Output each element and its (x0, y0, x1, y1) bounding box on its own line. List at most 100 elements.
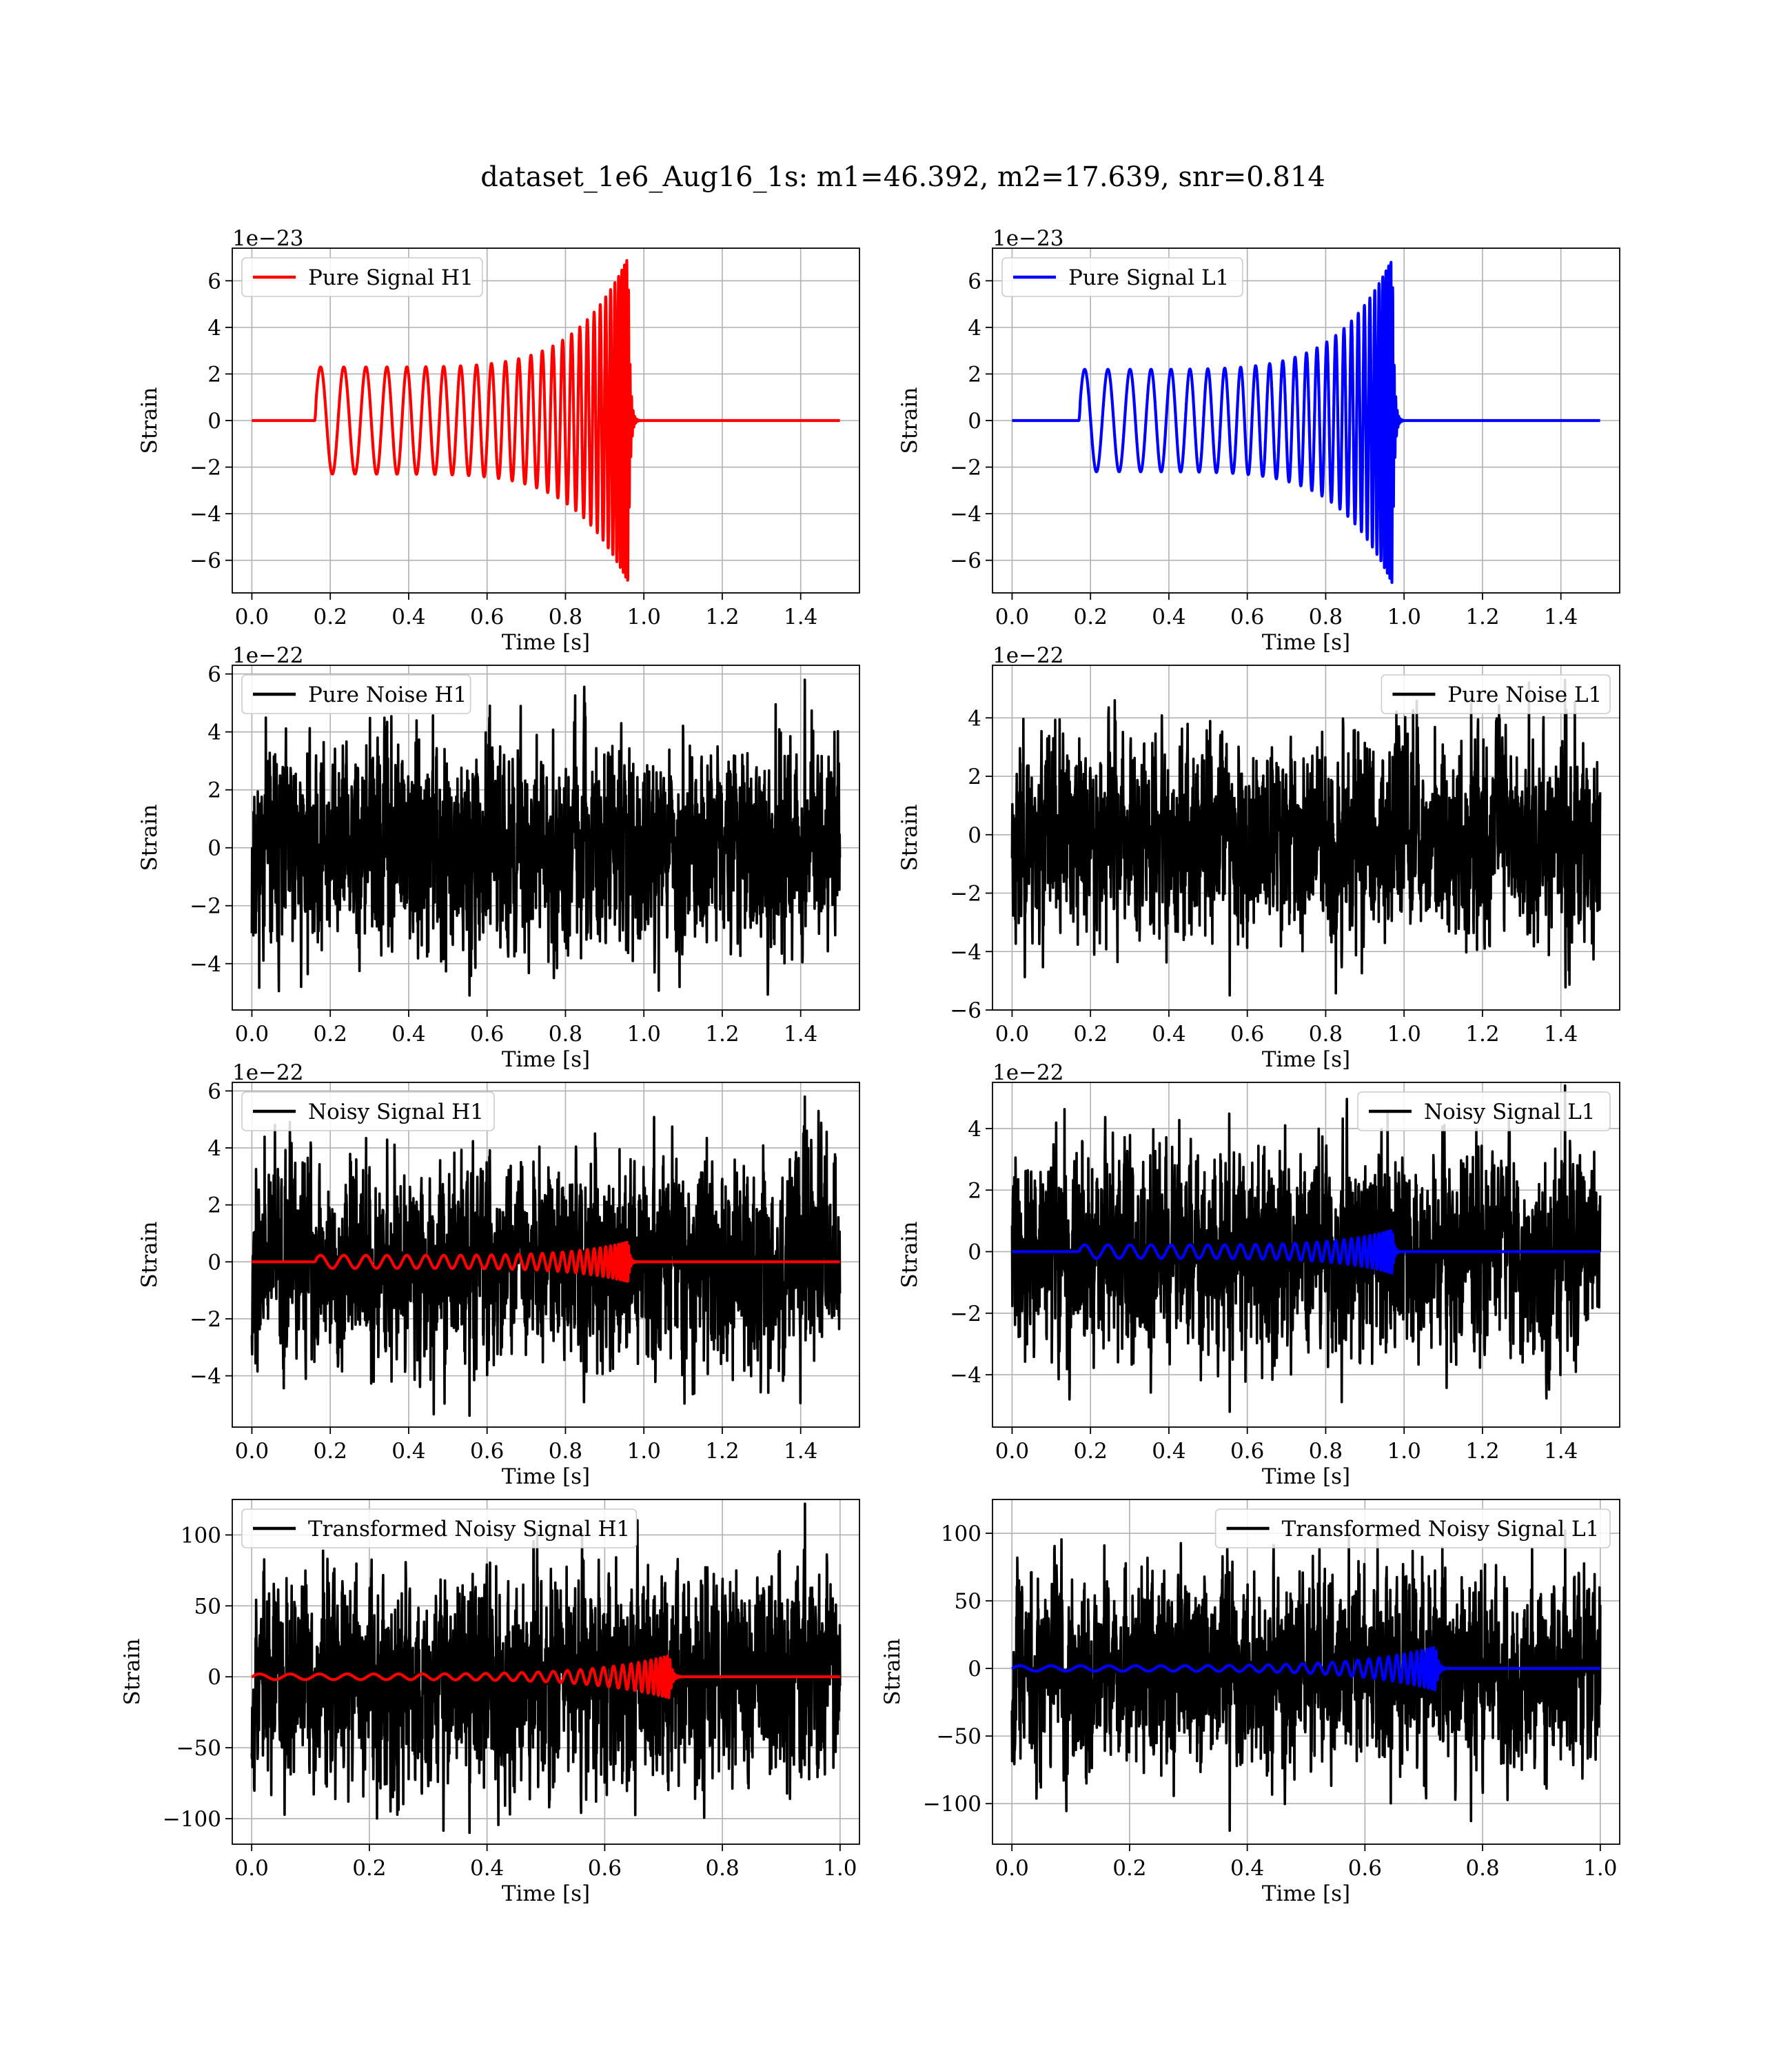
y-tick-label: 4 (968, 316, 981, 341)
legend: Transformed Noisy Signal L1 (1214, 1508, 1611, 1548)
x-tick-label: 0.8 (705, 1856, 739, 1881)
x-tick-label: 0.2 (314, 605, 347, 629)
plot-area (250, 1502, 842, 1835)
subplot-8: 0.0 0.2 0.4 0.6 0.8 1.0 −100 −50 0 50 100 Time [s] S… (880, 1499, 1620, 1906)
x-tick-label: 0.4 (391, 1439, 425, 1464)
y-tick-label: 4 (968, 706, 981, 731)
y-tick-label: 0 (207, 1665, 221, 1690)
series-line-pure-signal-h1 (250, 259, 842, 582)
x-tick-label: 0.6 (1230, 1439, 1264, 1464)
x-tick-label: 1.2 (705, 1439, 739, 1464)
x-tick-label: 0.2 (1074, 1022, 1108, 1047)
x-tick-label: 0.2 (352, 1856, 386, 1881)
y-tick-label: 0 (968, 1657, 981, 1681)
subplot-4: 0.0 0.2 0.4 0.6 0.8 1.0 1.2 1.4 −6 −4 −2 0 2 4 Time [s… (897, 643, 1620, 1072)
series-line-transformed-noisy-signal-h1 (250, 1502, 842, 1835)
x-tick-label: 1.4 (1544, 1022, 1578, 1047)
legend-entry: Pure Noise H1 (308, 683, 467, 707)
y-tick-label: 6 (207, 663, 221, 687)
legend: Noisy Signal L1 (1357, 1091, 1611, 1131)
subplot-5: 0.0 0.2 0.4 0.6 0.8 1.0 1.2 1.4 −4 −2 0 2 4 6 Time [s]… (137, 1060, 860, 1489)
legend-entry: Transformed Noisy Signal H1 (308, 1517, 630, 1542)
y-axis-label: Strain (120, 1639, 145, 1706)
axes-frame (992, 1082, 1620, 1428)
series-line-pure-signal-l1 (1010, 261, 1602, 584)
x-tick-label: 1.2 (1465, 1022, 1499, 1047)
y-tick-label: 4 (968, 1117, 981, 1142)
subplot-1: 0.0 0.2 0.4 0.6 0.8 1.0 1.2 1.4 −6 −4 −2 0 2 4 6 Time [… (137, 226, 860, 655)
x-axis-label: Time [s] (502, 1881, 590, 1906)
series-line-signal-overlay (250, 1655, 842, 1699)
y-tick-label: −2 (950, 1302, 981, 1326)
y-tick-label: 100 (181, 1523, 221, 1548)
x-tick-label: 1.2 (1465, 605, 1499, 629)
axes-frame (232, 1499, 860, 1845)
x-tick-label: 0.6 (470, 605, 504, 629)
y-tick-label: 0 (207, 836, 221, 861)
x-axis-label: Time [s] (1262, 630, 1350, 655)
legend-entry: Noisy Signal H1 (308, 1100, 484, 1124)
y-axis-label: Strain (137, 387, 162, 454)
series-line-noisy-signal-h1 (250, 1095, 842, 1417)
y-tick-label: 50 (194, 1594, 221, 1619)
x-tick-label: 0.4 (391, 1022, 425, 1047)
y-axis-label: Strain (897, 1222, 922, 1289)
y-tick-label: 100 (941, 1522, 981, 1546)
y-tick-label: −2 (190, 1307, 221, 1332)
legend: Pure Noise H1 (241, 674, 471, 714)
x-tick-label: 0.8 (549, 1439, 582, 1464)
axes-frame (992, 1499, 1620, 1845)
axes-frame (992, 665, 1620, 1011)
legend: Pure Noise L1 (1381, 674, 1611, 714)
x-tick-label: 0.8 (549, 605, 582, 629)
series-line-pure-noise-h1 (250, 678, 842, 997)
legend-box (1214, 1508, 1611, 1548)
x-tick-label: 0.0 (235, 1022, 269, 1047)
axis-offset-text: 1e−23 (232, 226, 304, 251)
series-line-signal-overlay (250, 1240, 842, 1283)
x-tick-label: 0.6 (588, 1856, 622, 1881)
x-tick-label: 1.0 (627, 605, 661, 629)
plot-area (250, 259, 842, 582)
subplot-grid: 0.0 0.2 0.4 0.6 0.8 1.0 1.2 1.4 −6 −4 −2 0 2 4 6 Time [… (120, 226, 1620, 1906)
legend: Pure Signal L1 (1001, 257, 1243, 297)
y-tick-label: 0 (968, 823, 981, 848)
x-tick-label: 1.0 (1387, 605, 1421, 629)
y-tick-label: 0 (207, 1250, 221, 1275)
x-axis-label: Time [s] (1262, 1464, 1350, 1489)
y-tick-label: −4 (950, 940, 981, 964)
y-tick-label: −4 (950, 502, 981, 527)
y-tick-label: −100 (923, 1792, 981, 1817)
y-tick-label: −4 (190, 502, 221, 527)
y-tick-label: −4 (190, 1364, 221, 1389)
y-tick-label: −6 (950, 998, 981, 1023)
y-tick-label: 2 (968, 1178, 981, 1203)
y-tick-label: 6 (968, 269, 981, 294)
axis-offset-text: 1e−22 (232, 643, 304, 668)
x-tick-label: 1.0 (627, 1022, 661, 1047)
subplot-6: 0.0 0.2 0.4 0.6 0.8 1.0 1.2 1.4 −4 −2 0 2 4 Time [s] S… (897, 1060, 1620, 1489)
figure-title: dataset_1e6_Aug16_1s: m1=46.392, m2=17.6… (480, 161, 1325, 193)
plot-area (1010, 261, 1602, 584)
axis-offset-text: 1e−23 (992, 226, 1064, 251)
y-tick-label: 4 (207, 316, 221, 341)
x-tick-label: 0.6 (470, 1439, 504, 1464)
y-tick-label: 6 (207, 269, 221, 294)
legend-box (1357, 1091, 1611, 1131)
series-line-transformed-noisy-signal-l1 (1010, 1529, 1602, 1832)
series-line-signal-overlay (1010, 1646, 1602, 1692)
x-tick-label: 0.4 (1152, 1022, 1185, 1047)
y-tick-label: 2 (207, 362, 221, 387)
x-tick-label: 1.2 (1465, 1439, 1499, 1464)
legend-entry: Noisy Signal L1 (1424, 1100, 1596, 1124)
legend-entry: Pure Noise L1 (1447, 683, 1602, 707)
x-tick-label: 0.8 (1309, 1022, 1343, 1047)
plot-area (1010, 678, 1602, 997)
y-tick-label: −4 (190, 952, 221, 977)
x-tick-label: 1.4 (1544, 1439, 1578, 1464)
series-line-pure-noise-l1 (1010, 678, 1602, 997)
y-tick-label: −50 (937, 1724, 981, 1749)
subplot-3: 0.0 0.2 0.4 0.6 0.8 1.0 1.2 1.4 −4 −2 0 2 4 6 Time [s]… (137, 643, 860, 1072)
